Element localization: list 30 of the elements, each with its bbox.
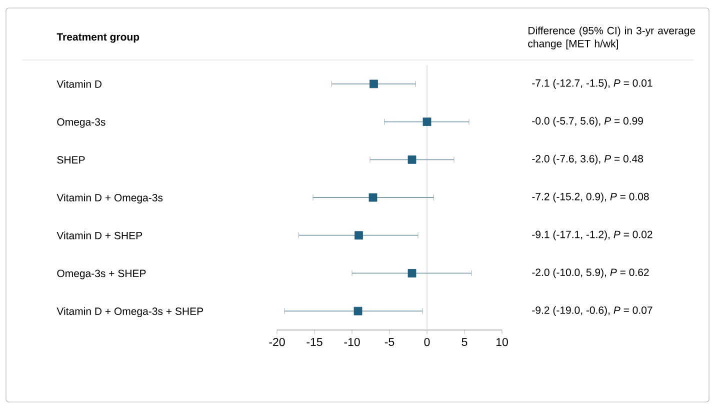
point [368, 193, 378, 202]
y-tick-label: Omega-3s [57, 118, 106, 128]
y-tick-label: SHEP [57, 156, 85, 164]
y-tick-label: Vitamin D + SHEP [56, 232, 142, 240]
text: Difference (95% CI) in 3-yr average change [MET h/wk] [528, 26, 696, 50]
x-tick-label: -5 [384, 338, 394, 346]
text: -0.0 (-5.7, 5.6), P = 0.99 [532, 116, 643, 127]
x-tick-label: 5 [462, 338, 468, 346]
text: -7.2 (-15.2, 0.9), P = 0.08 [532, 192, 649, 202]
x-tick-label: 10 [496, 338, 508, 346]
x-tick-label: -15 [306, 338, 322, 346]
point [354, 231, 363, 240]
point [422, 118, 432, 126]
y-tick-label: Vitamin D + Omega-3s + SHEP [56, 307, 203, 318]
point [408, 269, 416, 278]
y-tick-label: Omega-3s + SHEP [57, 270, 146, 280]
text: Treatment group [56, 33, 140, 43]
x-tick-label: -20 [269, 338, 285, 346]
y-tick-label: Vitamin D + Omega-3s [56, 194, 163, 204]
point [408, 155, 416, 164]
x-tick-label: -10 [344, 338, 360, 346]
x-tick-label: 0 [424, 338, 430, 346]
text: -9.1 (-17.1, -1.2), P = 0.02 [532, 230, 652, 240]
text: -9.2 (-19.0, -0.6), P = 0.07 [532, 306, 652, 316]
point [370, 80, 378, 88]
point [354, 306, 362, 316]
text: -2.0 (-10.0, 5.9), P = 0.62 [532, 268, 649, 278]
text: -7.1 (-12.7, -1.5), P = 0.01 [532, 79, 652, 89]
text: -2.0 (-7.6, 3.6), P = 0.48 [532, 154, 643, 165]
y-tick-label: Vitamin D [56, 80, 102, 88]
